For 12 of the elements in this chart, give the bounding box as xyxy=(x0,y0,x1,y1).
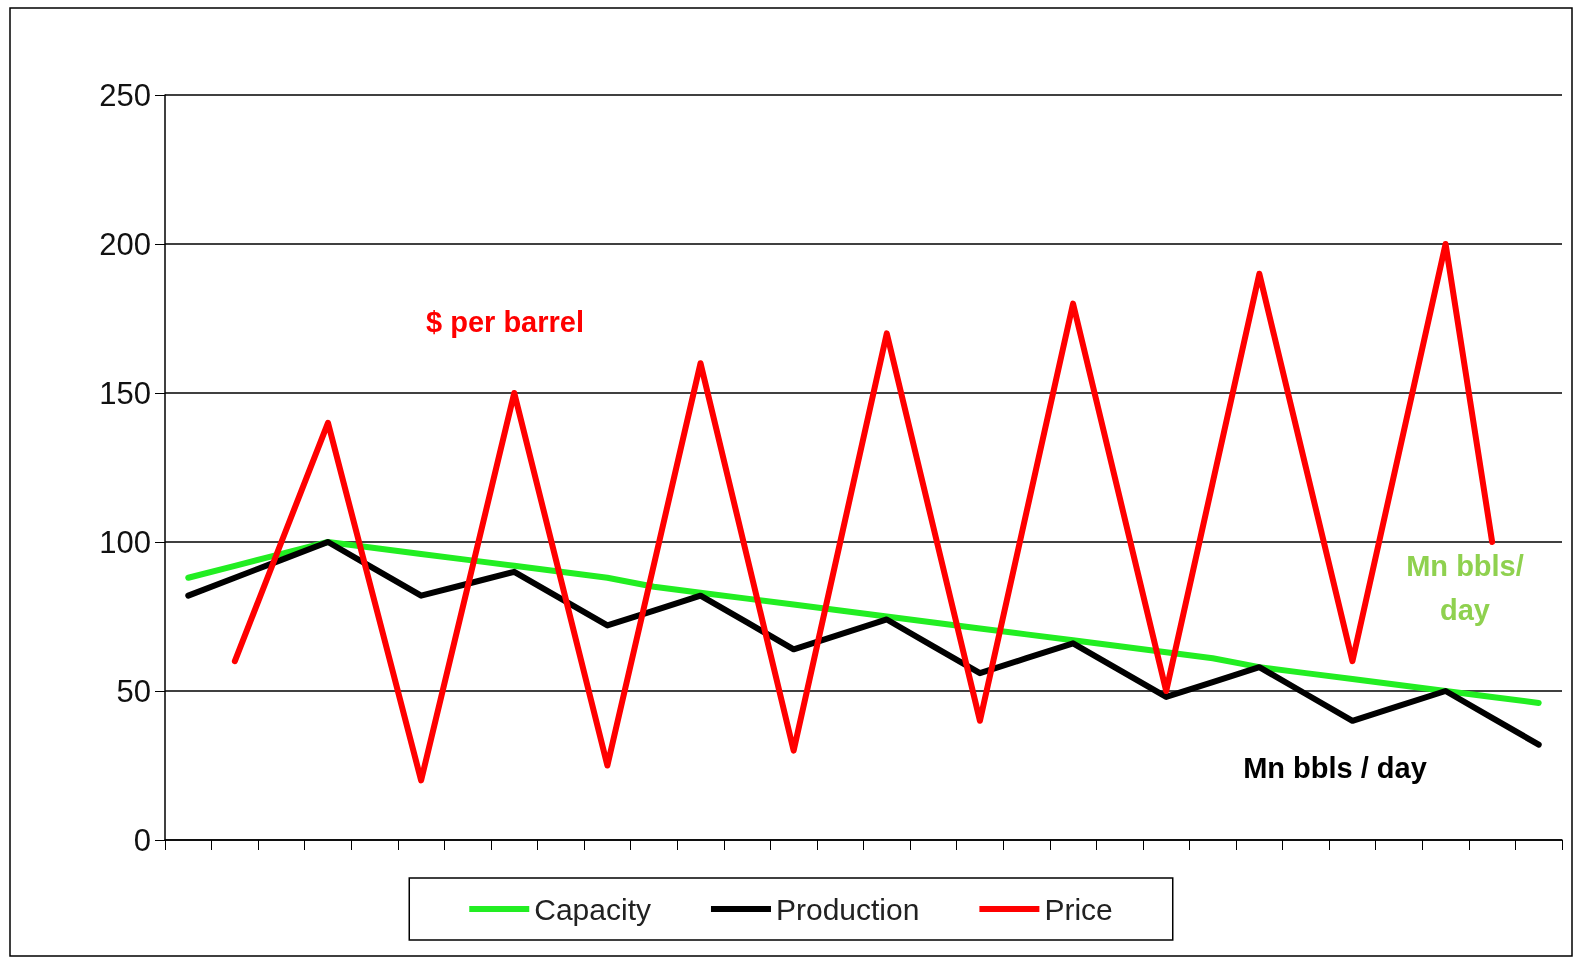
annotation: $ per barrel xyxy=(426,306,584,338)
annotation: Mn bbls / day xyxy=(1243,752,1427,784)
legend-label: Production xyxy=(775,892,920,926)
y-tick-label: 250 xyxy=(99,77,151,113)
legend-label: Price xyxy=(1044,892,1113,926)
y-tick-label: 200 xyxy=(99,226,151,262)
annotation: Mn bbls/ day xyxy=(1406,550,1524,626)
y-tick-label: 150 xyxy=(99,375,151,411)
y-tick-label: 100 xyxy=(99,524,151,560)
y-tick-label: 0 xyxy=(133,822,151,858)
y-tick-label: 50 xyxy=(116,673,151,709)
legend-label: Capacity xyxy=(534,892,651,926)
